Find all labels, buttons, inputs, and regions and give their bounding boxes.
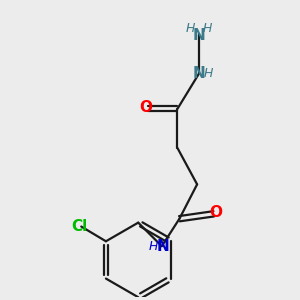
Text: O: O <box>210 205 223 220</box>
Text: H: H <box>148 240 158 253</box>
Text: N: N <box>193 28 206 43</box>
Text: O: O <box>139 100 152 115</box>
Text: N: N <box>157 239 169 254</box>
Text: N: N <box>193 66 206 81</box>
Text: H: H <box>203 67 213 80</box>
Text: Cl: Cl <box>72 219 88 234</box>
Text: H: H <box>202 22 212 35</box>
Text: H: H <box>186 22 196 35</box>
